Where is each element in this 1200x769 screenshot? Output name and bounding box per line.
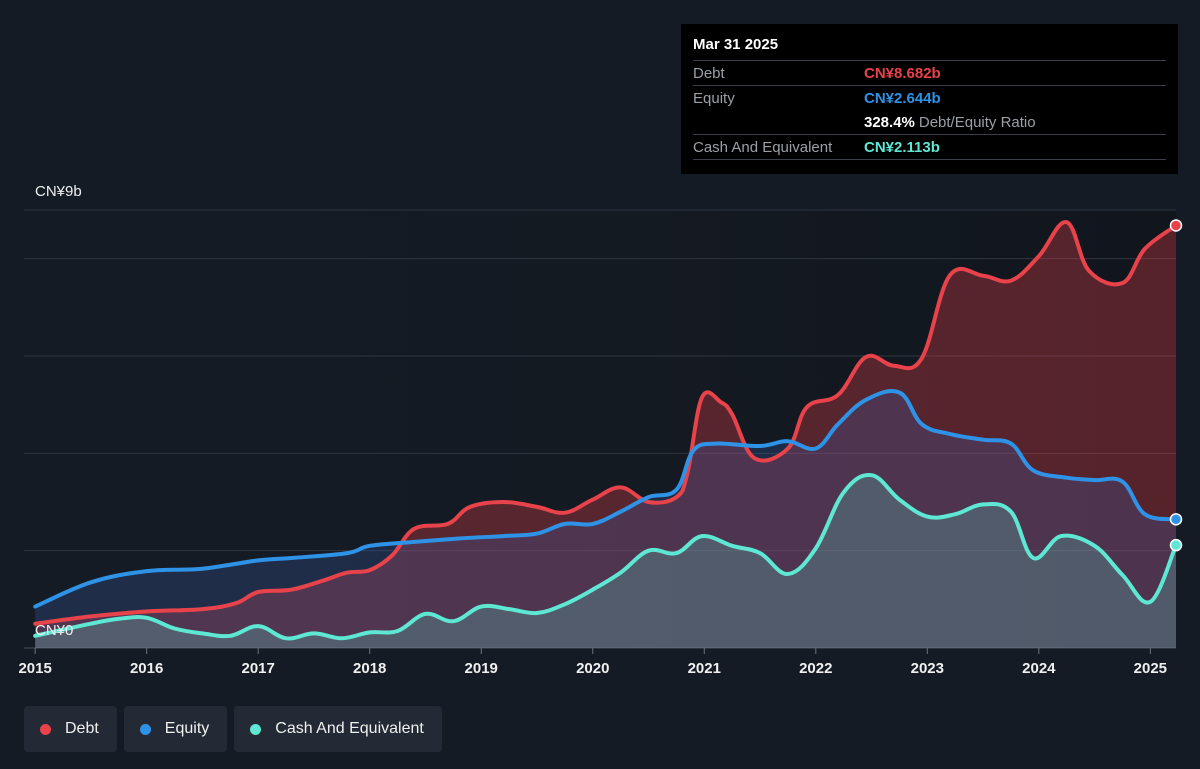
legend-dot-equity bbox=[139, 723, 151, 735]
line-cash-and-equivalent bbox=[33, 473, 1178, 641]
tooltip-date: Mar 31 2025 bbox=[693, 36, 779, 53]
x-tick-label-2022: 2022 bbox=[799, 660, 832, 677]
x-tick-label-2025: 2025 bbox=[1134, 660, 1167, 677]
x-tick-label-2017: 2017 bbox=[242, 660, 275, 677]
legend-label-debt: Debt bbox=[65, 720, 99, 737]
y-axis-bottom-label: CN¥0 bbox=[35, 622, 74, 639]
tooltip-equity-label: Equity bbox=[693, 89, 735, 107]
chart-legend: Debt Equity Cash And Equivalent bbox=[24, 706, 442, 752]
tooltip-row-debt: Debt CN¥8.682b bbox=[693, 60, 1166, 85]
legend-label-equity: Equity bbox=[164, 720, 210, 737]
legend-item-debt[interactable]: Debt bbox=[24, 706, 117, 752]
x-tick-label-2015: 2015 bbox=[18, 660, 51, 677]
legend-dot-debt bbox=[40, 723, 51, 735]
tooltip-equity-value: CN¥2.644b bbox=[864, 89, 941, 107]
line-equity bbox=[33, 388, 1178, 609]
legend-item-cash[interactable]: Cash And Equivalent bbox=[234, 706, 442, 752]
tooltip-ratio-label: Debt/Equity Ratio bbox=[918, 113, 1036, 131]
x-tick-label-2016: 2016 bbox=[130, 660, 163, 677]
tooltip-debt-value: CN¥8.682b bbox=[864, 64, 941, 82]
area-cash-and-equivalent bbox=[35, 475, 1177, 648]
legend-label-cash: Cash And Equivalent bbox=[275, 720, 424, 737]
legend-dot-cash bbox=[250, 723, 262, 735]
tooltip-cash-label: Cash And Equivalent bbox=[693, 138, 833, 156]
x-tick-label-2020: 2020 bbox=[576, 660, 609, 677]
x-tick-label-2019: 2019 bbox=[465, 660, 498, 677]
x-tick-label-2023: 2023 bbox=[911, 660, 944, 677]
x-tick-label-2018: 2018 bbox=[353, 660, 386, 677]
tooltip-row-cash: Cash And Equivalent CN¥2.113b bbox=[693, 134, 1166, 160]
legend-item-equity[interactable]: Equity bbox=[123, 706, 228, 752]
tooltip-panel: Mar 31 2025 Debt CN¥8.682b Equity CN¥2.6… bbox=[681, 24, 1178, 174]
area-debt bbox=[35, 222, 1177, 649]
tooltip-ratio-value: 328.4% bbox=[864, 113, 915, 131]
end-marker-cash-and-equivalent bbox=[1169, 538, 1183, 552]
plot-background bbox=[24, 210, 1176, 648]
debt-equity-chart: 2015 2016 2017 2018 2019 2020 2021 2022 2023 2024… bbox=[18, 209, 1183, 677]
tooltip-row-ratio: 328.4% Debt/Equity Ratio bbox=[693, 110, 1166, 134]
tooltip-row-equity: Equity CN¥2.644b bbox=[693, 85, 1166, 110]
end-marker-debt bbox=[1169, 219, 1183, 232]
tooltip-debt-label: Debt bbox=[693, 64, 725, 82]
x-tick-label-2024: 2024 bbox=[1022, 660, 1056, 677]
end-marker-equity bbox=[1169, 513, 1183, 526]
y-axis-top-label: CN¥9b bbox=[35, 183, 82, 200]
line-debt bbox=[33, 220, 1178, 626]
tooltip-cash-value: CN¥2.113b bbox=[864, 138, 940, 156]
x-tick-label-2021: 2021 bbox=[688, 660, 721, 677]
